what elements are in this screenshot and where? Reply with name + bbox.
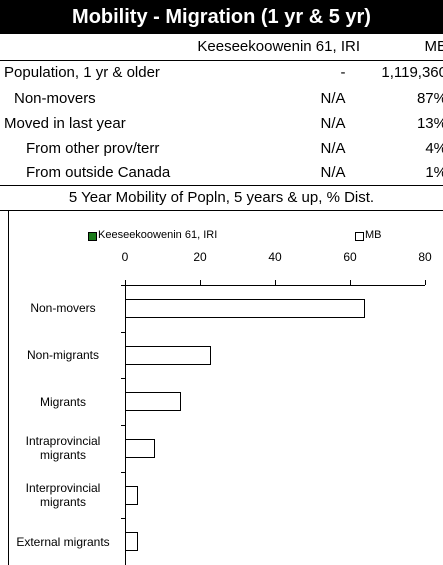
x-tick-label: 0 — [121, 250, 129, 264]
y-tick-label: Non-movers — [30, 301, 96, 316]
x-tick-label: 20 — [193, 250, 207, 264]
cell: 1,119,360 — [381, 64, 443, 81]
legend-label: MB — [365, 229, 382, 241]
row-label: Population, 1 yr & older — [4, 64, 160, 81]
divider — [0, 185, 443, 186]
cell: 13% — [416, 115, 443, 132]
row-label: From outside Canada — [26, 164, 171, 181]
cell: N/A — [320, 140, 346, 157]
legend-swatch — [355, 232, 364, 241]
header-row: Keeseekoowenin 61, IRI MB — [0, 35, 443, 59]
table-row: Non-movers N/A 87% — [0, 87, 443, 111]
cell: 4% — [425, 140, 443, 157]
y-tick-label: Migrants — [39, 394, 86, 409]
x-tick-label: 40 — [268, 250, 282, 264]
tick-mark — [275, 280, 276, 285]
table-row: From outside Canada N/A 1% — [0, 161, 443, 185]
chart-title: 5 Year Mobility of Popln, 5 years & up, … — [68, 189, 375, 206]
cell: N/A — [320, 90, 346, 107]
row-label: From other prov/terr — [26, 140, 160, 157]
category-tick — [121, 285, 125, 286]
tick-mark — [125, 280, 126, 285]
tick-mark — [350, 280, 351, 285]
category-tick — [121, 331, 125, 333]
cell: 1% — [425, 164, 443, 181]
table-row: From other prov/terr N/A 4% — [0, 137, 443, 161]
bar — [125, 345, 212, 365]
frame-line — [8, 210, 9, 565]
divider — [0, 210, 443, 211]
category-tick — [121, 425, 125, 426]
tick-mark — [425, 280, 426, 285]
x-axis — [125, 285, 425, 286]
column-header: Keeseekoowenin 61, IRI — [197, 38, 360, 55]
x-tick-label: 60 — [343, 250, 357, 264]
divider — [0, 60, 443, 61]
category-tick — [121, 518, 125, 520]
title: Mobility - Migration (1 yr & 5 yr) — [0, 0, 443, 34]
legend-swatch — [88, 232, 97, 241]
category-tick — [121, 471, 125, 473]
table-row: Population, 1 yr & older - 1,119,360 — [0, 61, 443, 85]
column-header: MB — [424, 38, 443, 55]
bar — [125, 392, 182, 412]
bar — [125, 485, 139, 505]
tick-mark — [200, 280, 201, 285]
y-tick-label: Non-migrants — [26, 348, 100, 362]
category-tick — [121, 378, 125, 380]
bar — [125, 532, 139, 552]
cell: N/A — [320, 115, 346, 132]
y-axis — [125, 285, 126, 565]
y-tick-label: External migrants — [16, 534, 110, 549]
bar — [125, 438, 155, 458]
row-label: Non-movers — [14, 90, 96, 107]
bar — [125, 298, 365, 318]
y-tick-label: Intraprovincial migrants — [25, 434, 101, 463]
y-tick-label: Interprovincial migrants — [25, 481, 101, 509]
cell: - — [340, 64, 346, 81]
table-row: Moved in last year N/A 13% — [0, 112, 443, 136]
cell: N/A — [320, 164, 346, 181]
legend-label: Keeseekoowenin 61, IRI — [98, 229, 218, 241]
cell: 87% — [416, 90, 443, 107]
row-label: Moved in last year — [4, 115, 126, 132]
x-tick-label: 80 — [418, 250, 432, 264]
